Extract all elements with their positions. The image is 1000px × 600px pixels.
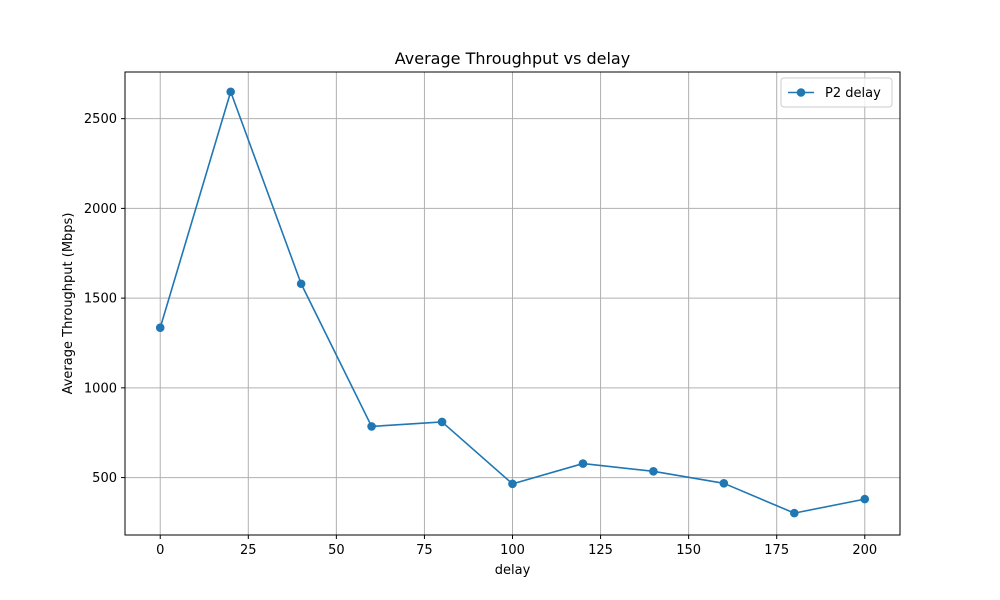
data-point (155, 323, 165, 333)
y-axis-label: Average Throughput (Mbps) (61, 213, 76, 395)
chart-title: Average Throughput vs delay (395, 49, 630, 68)
x-tick-label: 175 (764, 543, 789, 558)
y-tick-label: 1500 (84, 292, 117, 307)
data-point (649, 466, 658, 476)
x-tick-label: 200 (852, 543, 877, 558)
x-tick-label: 50 (328, 543, 345, 558)
legend-marker-swatch (796, 88, 806, 97)
x-tick-label: 0 (156, 543, 164, 558)
data-point (508, 479, 517, 489)
legend: P2 delay (780, 77, 893, 108)
y-tick-label: 2000 (84, 202, 117, 217)
axis-ticks: 0 25 50 75 100 125 150 175 200 500 1000 1500 2000 250… (84, 112, 877, 558)
data-point (296, 279, 306, 289)
series-markers (155, 87, 870, 518)
legend-box (780, 77, 893, 108)
grid (125, 72, 900, 535)
data-point (719, 479, 729, 488)
data-point (367, 422, 376, 431)
x-tick-label: 150 (676, 543, 701, 558)
data-point (578, 459, 588, 468)
x-tick-label: 100 (500, 543, 525, 558)
y-tick-label: 2500 (84, 112, 117, 127)
data-point (226, 87, 235, 97)
y-tick-label: 500 (92, 471, 117, 486)
x-tick-label: 25 (240, 543, 257, 558)
x-axis-label: delay (495, 563, 531, 578)
y-tick-label: 1000 (84, 381, 117, 396)
x-tick-label: 125 (588, 543, 613, 558)
data-point (860, 494, 870, 504)
data-point (437, 417, 447, 427)
x-tick-label: 75 (416, 543, 433, 558)
data-point (790, 508, 799, 518)
legend-label: P2 delay (825, 86, 881, 101)
